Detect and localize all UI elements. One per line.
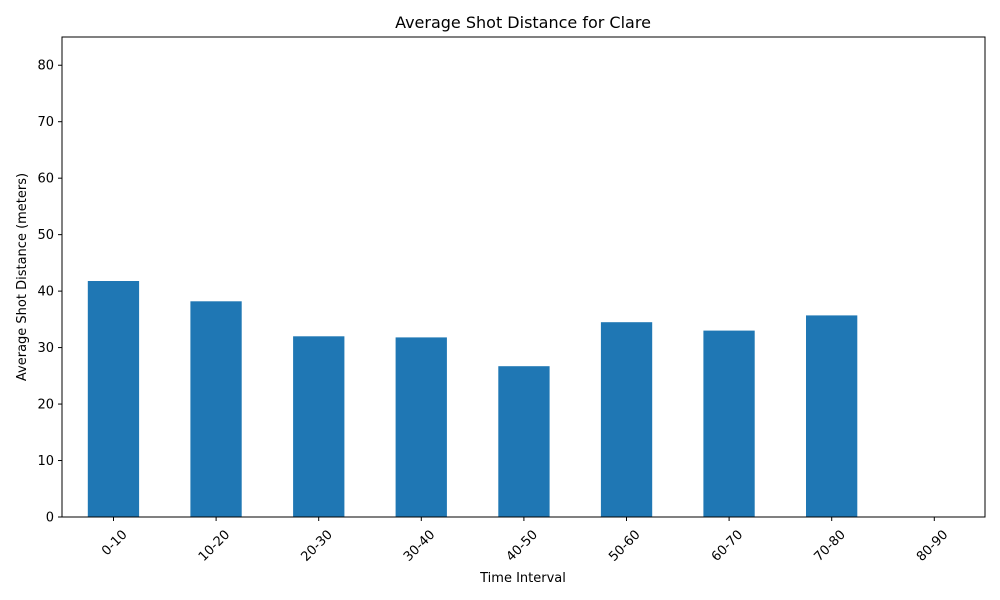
x-tick-label: 30-40 <box>401 527 438 564</box>
x-tick-label: 60-70 <box>709 527 746 564</box>
y-tick-label: 10 <box>37 454 54 469</box>
bar-60-70 <box>703 331 754 517</box>
y-tick-label: 20 <box>37 398 54 413</box>
y-tick-label: 40 <box>37 285 54 300</box>
y-tick-label: 80 <box>37 59 54 74</box>
x-axis-label: Time Interval <box>479 571 566 586</box>
chart-title: Average Shot Distance for Clare <box>395 13 651 32</box>
bar-10-20 <box>190 301 241 517</box>
x-tick-label: 70-80 <box>811 527 848 564</box>
y-tick-label: 60 <box>37 172 54 187</box>
bar-70-80 <box>806 315 857 517</box>
x-tick-label: 50-60 <box>606 527 643 564</box>
y-tick-label: 30 <box>37 341 54 356</box>
y-axis-ticks: 0 10 20 30 40 50 60 70 80 <box>37 59 62 526</box>
bar-30-40 <box>396 337 447 517</box>
x-tick-label: 40-50 <box>504 527 541 564</box>
x-tick-label: 20-30 <box>298 527 335 564</box>
x-tick-label: 0-10 <box>99 527 130 558</box>
bars-group <box>88 281 858 517</box>
y-tick-label: 0 <box>46 511 54 526</box>
x-tick-label: 10-20 <box>196 527 233 564</box>
bar-40-50 <box>498 366 549 517</box>
bar-50-60 <box>601 322 652 517</box>
y-tick-label: 50 <box>37 228 54 243</box>
bar-0-10 <box>88 281 139 517</box>
x-tick-label: 80-90 <box>914 527 951 564</box>
x-axis-ticks: 0-10 10-20 20-30 30-40 40-50 50-60 60-70 70-80 8… <box>99 517 951 565</box>
y-axis-label: Average Shot Distance (meters) <box>15 173 30 381</box>
y-tick-label: 70 <box>37 115 54 130</box>
bar-20-30 <box>293 336 344 517</box>
